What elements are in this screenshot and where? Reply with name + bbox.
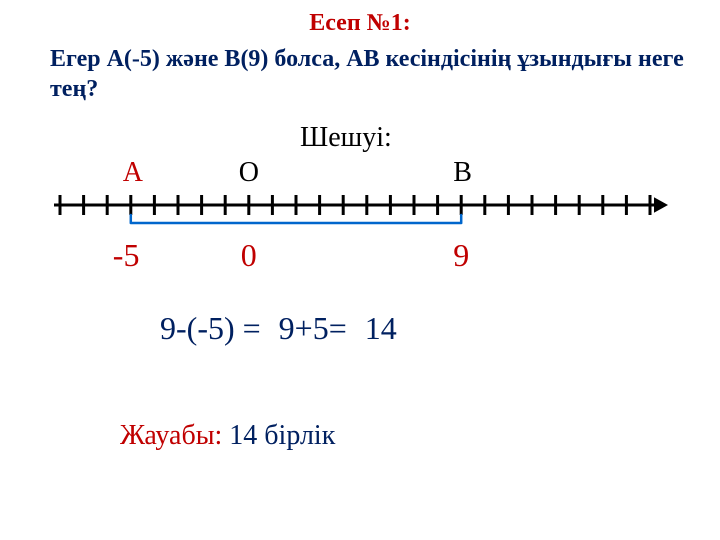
point-label-b: В [453,157,472,189]
point-label-o: О [239,157,259,189]
answer-value: 14 бірлік [229,420,335,451]
num-zero: 0 [241,237,257,274]
answer-label: Жауабы: [120,420,222,451]
problem-text: Егер А(-5) және В(9) болса, АВ кесіндісі… [50,44,690,104]
num-neg5: -5 [113,237,140,274]
number-line: А О В -5 0 9 [50,165,670,275]
eq-part2: 9+5= [279,310,347,346]
point-label-a: А [123,157,143,189]
equation: 9-(-5) = 9+5= 14 [160,310,407,347]
eq-part3: 14 [365,310,397,346]
num-nine: 9 [453,237,469,274]
problem-title: Есеп №1: [0,10,720,37]
eq-part1: 9-(-5) = [160,310,261,346]
solution-label: Шешуі: [300,122,392,154]
answer-line: Жауабы: 14 бірлік [120,420,335,452]
